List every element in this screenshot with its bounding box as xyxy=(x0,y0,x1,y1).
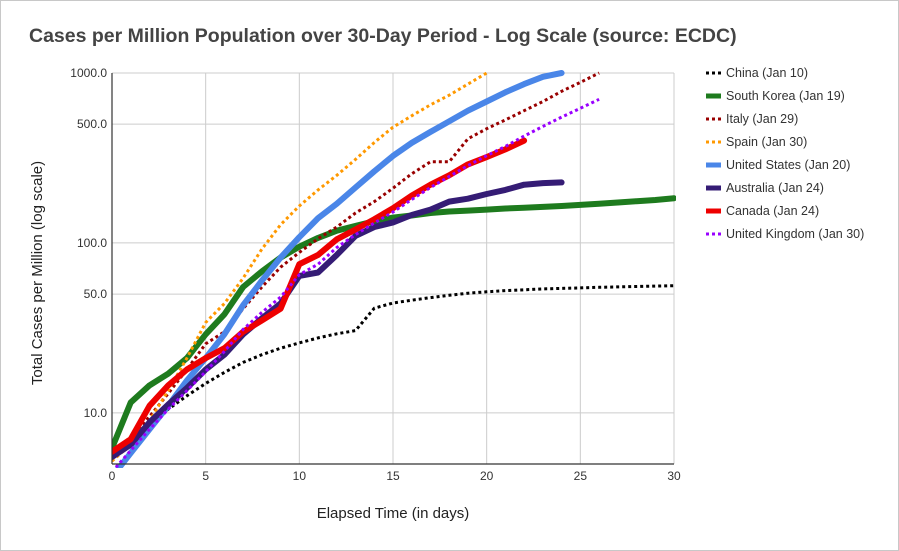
chart-axes: 0 5 10 15 20 25 30 10.0 50.0 100.0 500.0 1000.0 xyxy=(70,66,681,483)
legend-label: Italy (Jan 29) xyxy=(726,112,798,126)
series-line-canada-jan-24 xyxy=(112,137,528,455)
x-tick-label: 0 xyxy=(109,469,116,483)
legend-label: Canada (Jan 24) xyxy=(726,204,819,218)
series-line-south-korea-jan-19 xyxy=(112,195,676,452)
y-tick-label: 10.0 xyxy=(84,406,108,420)
legend-label: Australia (Jan 24) xyxy=(726,181,824,195)
series-line-italy-jan-29 xyxy=(112,71,600,455)
series-line-united-kingdom-jan-30 xyxy=(113,97,600,468)
chart-series xyxy=(112,70,676,468)
y-tick-label: 50.0 xyxy=(84,287,108,301)
chart-legend: China (Jan 10) South Korea (Jan 19) Italy … xyxy=(706,66,864,241)
legend-label: Spain (Jan 30) xyxy=(726,135,807,149)
y-tick-label: 500.0 xyxy=(77,117,107,131)
x-tick-label: 15 xyxy=(386,469,400,483)
x-tick-label: 10 xyxy=(293,469,307,483)
legend-label: China (Jan 10) xyxy=(726,66,808,80)
series-line-australia-jan-24 xyxy=(112,179,565,460)
legend-label: South Korea (Jan 19) xyxy=(726,89,845,103)
y-axis-label: Total Cases per Million (log scale) xyxy=(29,161,46,385)
y-tick-label: 100.0 xyxy=(77,236,107,250)
series-line-china-jan-10 xyxy=(112,284,675,459)
x-tick-label: 5 xyxy=(202,469,209,483)
series-line-united-states-jan-20 xyxy=(115,70,565,468)
x-tick-label: 25 xyxy=(574,469,588,483)
x-tick-label: 30 xyxy=(667,469,681,483)
legend-label: United States (Jan 20) xyxy=(726,158,850,172)
x-axis-label: Elapsed Time (in days) xyxy=(317,505,470,522)
chart-title: Cases per Million Population over 30-Day… xyxy=(29,25,737,47)
legend-label: United Kingdom (Jan 30) xyxy=(726,227,864,241)
x-tick-label: 20 xyxy=(480,469,494,483)
chart-grid xyxy=(112,72,675,464)
y-tick-label: 1000.0 xyxy=(70,66,107,80)
